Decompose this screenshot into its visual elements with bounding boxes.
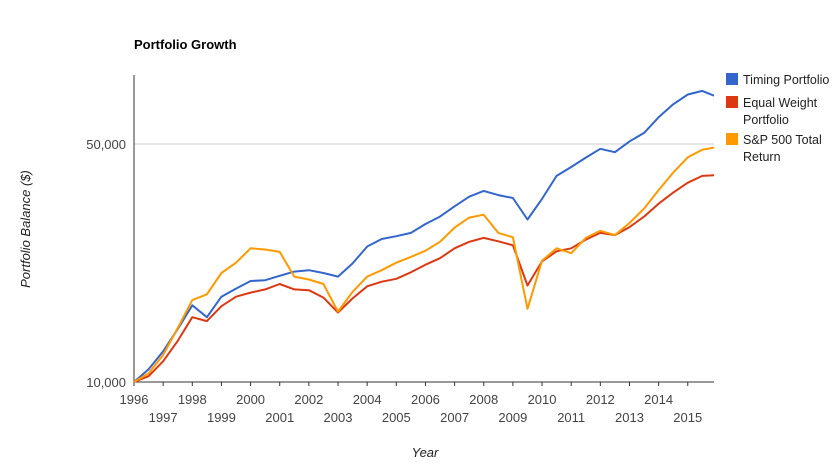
x-tick-label: 2008: [469, 392, 498, 407]
series-line-2: [133, 146, 715, 383]
x-tick-label: 2011: [557, 410, 585, 425]
x-tick-label: 2003: [324, 410, 353, 425]
y-axis-title: Portfolio Balance ($): [18, 170, 33, 288]
x-tick-label: 2013: [615, 410, 644, 425]
x-tick-label: 2010: [528, 392, 557, 407]
x-tick-label: 2005: [382, 410, 411, 425]
legend-label: S&P 500 Total Return: [743, 133, 822, 164]
x-tick-label: 2001: [265, 410, 294, 425]
x-tick-label: 1997: [149, 410, 178, 425]
legend-swatch: [726, 73, 738, 85]
x-tick-label: 2007: [440, 410, 469, 425]
y-tick-label: 50,000: [86, 137, 126, 152]
x-tick-label: 2014: [644, 392, 673, 407]
series-lines: [133, 89, 715, 383]
x-tick-label: 2000: [236, 392, 265, 407]
chart-title: Portfolio Growth: [134, 37, 237, 52]
x-tick-label: 2009: [498, 410, 527, 425]
x-tick-label: 2002: [294, 392, 323, 407]
y-axis-ticks: 10,000 50,000: [86, 137, 126, 390]
x-tick-label: 2015: [673, 410, 702, 425]
x-tick-label: 1999: [207, 410, 236, 425]
legend: Timing Portfolio Equal Weight Portfolio S&P…: [726, 73, 829, 164]
legend-swatch: [726, 133, 738, 145]
gridlines: [134, 143, 714, 383]
x-tick-label: 1996: [120, 392, 149, 407]
series-line-1: [133, 174, 715, 383]
legend-label: Equal Weight Portfolio: [743, 96, 818, 127]
x-tick-label: 2004: [353, 392, 382, 407]
legend-label: Timing Portfolio: [743, 73, 829, 87]
legend-swatch: [726, 96, 738, 108]
y-tick-label: 10,000: [86, 375, 126, 390]
x-tick-label: 1998: [178, 392, 207, 407]
x-tick-label: 2006: [411, 392, 440, 407]
x-tick-label: 2012: [586, 392, 615, 407]
x-axis-ticks: 1996199719981999200020012002200320042005…: [120, 382, 702, 425]
series-line-0: [133, 89, 715, 383]
x-axis-title: Year: [412, 445, 439, 460]
